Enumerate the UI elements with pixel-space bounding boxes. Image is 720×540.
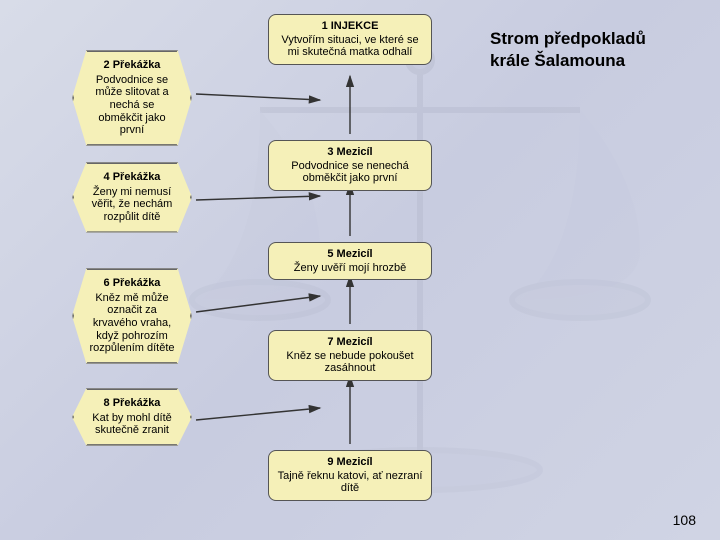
diagram-title: Strom předpokladů krále Šalamouna <box>490 28 680 72</box>
hexagon-title: 4 Překážka <box>87 171 177 184</box>
obstacle-hexagon: 8 Překážka Kat by mohl dítě skutečně zran… <box>72 388 192 446</box>
rect-text: Podvodnice se nenechá obměkčit jako prvn… <box>291 160 408 185</box>
obstacle-hexagon: 4 Překážka Ženy mi nemusí věřit, že nechá… <box>72 162 192 233</box>
goal-rect: 1 INJEKCEVytvořím situaci, ve které se m… <box>268 14 432 65</box>
rect-text: Kněz se nebude pokoušet zasáhnout <box>286 350 413 375</box>
obstacle-hexagon: 6 Překážka Kněz mě může označit za krvavé… <box>72 268 192 364</box>
rect-text: Ženy uvěří mojí hrozbě <box>294 262 407 274</box>
flow-arrow <box>196 94 320 100</box>
obstacle-hexagon: 2 Překážka Podvodnice se může slitovat a … <box>72 50 192 146</box>
flow-arrow <box>196 196 320 200</box>
hexagon-text: Kněz mě může označit za krvavého vraha, … <box>90 292 175 355</box>
flow-arrow <box>196 296 320 312</box>
page-number: 108 <box>673 512 696 528</box>
goal-rect: 3 MezicílPodvodnice se nenechá obměkčit … <box>268 140 432 191</box>
goal-rect: 9 MezicílTajně řeknu katovi, ať nezraní … <box>268 450 432 501</box>
rect-text: Tajně řeknu katovi, ať nezraní dítě <box>278 470 423 495</box>
hexagon-title: 8 Překážka <box>87 397 177 410</box>
rect-title: 9 Mezicíl <box>277 456 423 469</box>
rect-text: Vytvořím situaci, ve které se mi skutečn… <box>281 34 418 59</box>
rect-title: 3 Mezicíl <box>277 146 423 159</box>
goal-rect: 5 MezicílŽeny uvěří mojí hrozbě <box>268 242 432 280</box>
rect-title: 7 Mezicíl <box>277 336 423 349</box>
hexagon-text: Podvodnice se může slitovat a nechá se o… <box>95 74 168 137</box>
hexagon-title: 2 Překážka <box>87 59 177 72</box>
hexagon-text: Kat by mohl dítě skutečně zranit <box>92 412 172 437</box>
goal-rect: 7 MezicílKněz se nebude pokoušet zasáhno… <box>268 330 432 381</box>
flow-arrow <box>196 408 320 420</box>
rect-title: 5 Mezicíl <box>277 248 423 261</box>
rect-title: 1 INJEKCE <box>277 20 423 33</box>
hexagon-title: 6 Překážka <box>87 277 177 290</box>
hexagon-text: Ženy mi nemusí věřit, že nechám rozpůlit… <box>92 186 173 223</box>
